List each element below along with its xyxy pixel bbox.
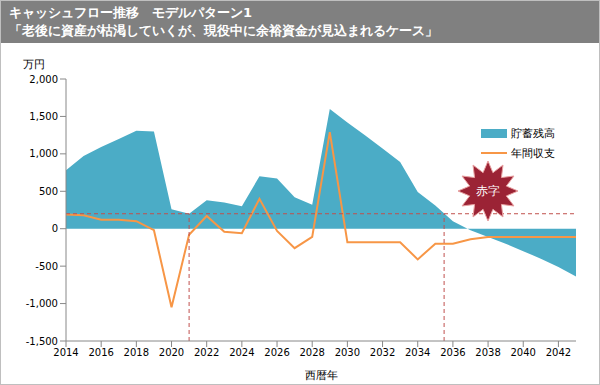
html-text:貯蓄残高: 貯蓄残高 bbox=[511, 126, 555, 140]
svg-text:赤字: 赤字 bbox=[476, 184, 500, 198]
svg-text:2014: 2014 bbox=[53, 347, 78, 358]
svg-text:2020: 2020 bbox=[159, 347, 184, 358]
svg-text:2018: 2018 bbox=[124, 347, 149, 358]
svg-text:2028: 2028 bbox=[299, 347, 324, 358]
svg-text:2024: 2024 bbox=[229, 347, 254, 358]
svg-text:2042: 2042 bbox=[546, 347, 571, 358]
svg-text:2036: 2036 bbox=[440, 347, 465, 358]
html-text:年間収支: 年間収支 bbox=[511, 146, 555, 160]
svg-text:1,500: 1,500 bbox=[29, 111, 58, 122]
svg-text:2030: 2030 bbox=[335, 347, 360, 358]
svg-text:2026: 2026 bbox=[264, 347, 289, 358]
svg-text:2022: 2022 bbox=[194, 347, 219, 358]
svg-text:500: 500 bbox=[39, 186, 58, 197]
html-text:万円: 万円 bbox=[23, 58, 45, 71]
svg-text:2040: 2040 bbox=[511, 347, 536, 358]
svg-text:0: 0 bbox=[52, 223, 58, 234]
svg-text:2038: 2038 bbox=[475, 347, 500, 358]
svg-text:2,000: 2,000 bbox=[29, 74, 58, 85]
svg-text:2034: 2034 bbox=[405, 347, 430, 358]
svg-text:2016: 2016 bbox=[88, 347, 113, 358]
svg-text:2032: 2032 bbox=[370, 347, 395, 358]
html-text:「老後に資産が枯渇していくが、現役中に余裕資金が見込まれるケ: 「老後に資産が枯渇していくが、現役中に余裕資金が見込まれるケース」 bbox=[9, 23, 438, 38]
svg-text:-500: -500 bbox=[35, 261, 58, 272]
html-text:キャッシュフロー推移 モデルパターン1: キャッシュフロー推移 モデルパターン1 bbox=[9, 5, 252, 20]
svg-text:-1,500: -1,500 bbox=[26, 336, 58, 347]
svg-text:-1,000: -1,000 bbox=[26, 298, 58, 309]
svg-text:1,000: 1,000 bbox=[29, 148, 58, 159]
svg-text:西暦年: 西暦年 bbox=[305, 369, 338, 382]
